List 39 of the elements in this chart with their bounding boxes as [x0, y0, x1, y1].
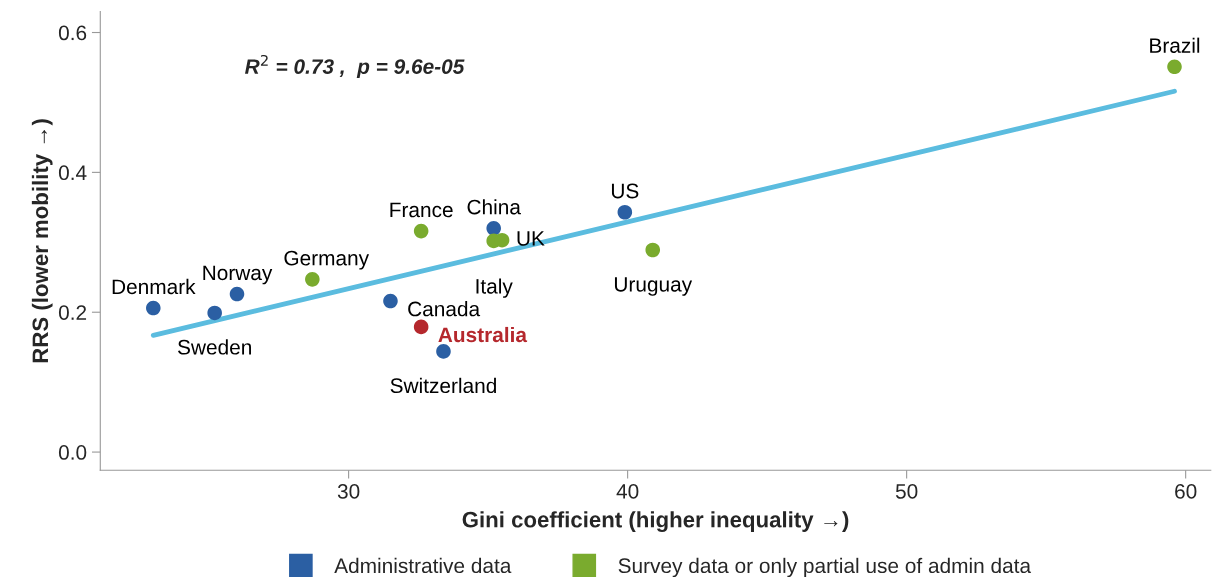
- x-tick-label: 50: [895, 484, 918, 499]
- annotation: Switzerland: [390, 377, 496, 394]
- annotation: Uruguay: [614, 277, 693, 296]
- point: [413, 223, 429, 239]
- y-axis-title: RRS (lower mobility →): [31, 119, 53, 363]
- annotation: Italy: [476, 278, 513, 298]
- annotation: Sweden: [177, 339, 251, 355]
- point: [413, 319, 429, 335]
- annotation: Australia: [438, 326, 528, 343]
- y-tick-label: 0.6: [58, 25, 87, 41]
- y-tick-label: 0.2: [58, 305, 87, 320]
- annotation: China: [467, 199, 521, 215]
- point: [305, 272, 320, 287]
- point: [1167, 59, 1182, 75]
- annotation: UK: [517, 231, 545, 246]
- point: [207, 305, 222, 321]
- annotation: France: [390, 202, 453, 218]
- x-tick-label: 60: [1175, 484, 1197, 499]
- x-tick-label: 40: [616, 484, 639, 499]
- y-tick-label: 0.0: [58, 445, 87, 460]
- legend-label: Administrative data: [334, 557, 512, 574]
- point: [617, 204, 633, 220]
- annotation: Norway: [203, 265, 273, 285]
- point: [486, 221, 501, 236]
- annotation: R$^{2}$ = 0.73 , p = 9.6e-05: [245, 54, 465, 79]
- point: [146, 300, 161, 316]
- y-tick-label: 0.4: [58, 165, 87, 181]
- legend-label: Survey data or only partial use of admin data: [618, 557, 1032, 577]
- x-axis-title: Gini coefficient (higher inequality →): [462, 511, 849, 533]
- point: [383, 293, 398, 309]
- annotation: Denmark: [112, 278, 196, 295]
- x-tick-label: 30: [337, 484, 360, 499]
- point: [436, 344, 451, 359]
- annotation: US: [611, 183, 639, 199]
- annotation: Germany: [284, 250, 370, 270]
- point: [229, 286, 245, 302]
- annotation: Brazil: [1150, 37, 1200, 53]
- point: [645, 242, 661, 258]
- annotation: Canada: [408, 301, 481, 317]
